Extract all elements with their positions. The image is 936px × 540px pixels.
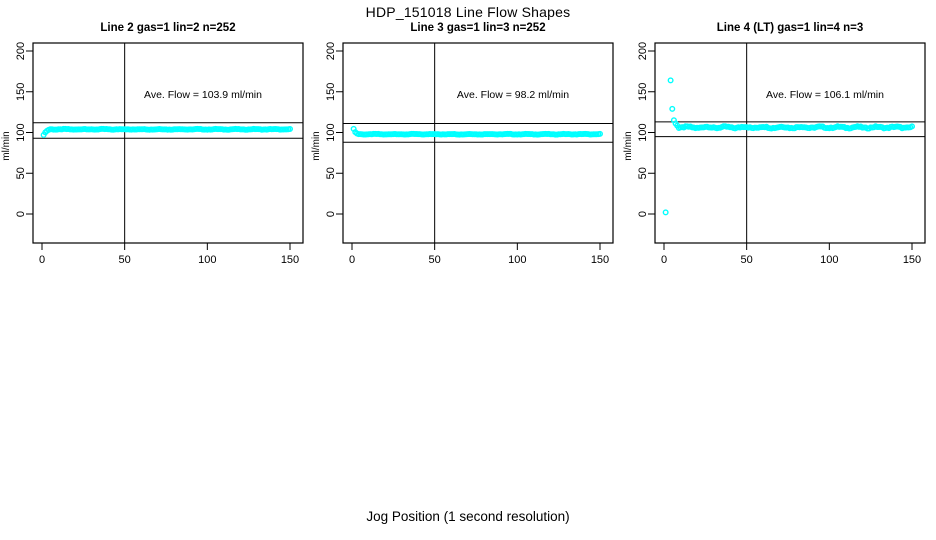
y-tick-label: 150 [15,83,27,101]
x-tick-label: 50 [429,254,441,266]
x-tick-label: 50 [741,254,753,266]
ave-flow-annotation: Ave. Flow = 106.1 ml/min [766,89,884,101]
y-tick-label: 0 [15,211,27,217]
y-tick-label: 200 [15,42,27,60]
y-tick-label: 100 [325,123,337,141]
y-axis-label: ml/min [311,131,322,160]
x-tick-label: 100 [198,254,216,266]
y-tick-label: 150 [325,83,337,101]
y-tick-label: 50 [637,167,649,179]
data-points [40,125,294,138]
panel-title: Line 2 gas=1 lin=2 n=252 [100,22,235,34]
x-axis-label: Jog Position (1 second resolution) [366,509,570,524]
y-tick-label: 0 [325,211,337,217]
ave-flow-annotation: Ave. Flow = 103.9 ml/min [144,89,262,101]
x-tick-label: 150 [281,254,299,266]
ave-flow-annotation: Ave. Flow = 98.2 ml/min [457,89,569,101]
panel-line2-plot: 0 50 100 150 0 50 100 150 200 Line 2 gas=1 lin=2… [1,22,304,266]
axes: 0 50 100 150 0 50 100 150 200 [637,42,926,266]
data-point [662,209,669,216]
x-tick-label: 150 [591,254,609,266]
data-point [287,125,294,132]
y-axis-label: ml/min [1,131,12,160]
plot-box [342,42,614,244]
y-tick-label: 50 [325,167,337,179]
y-tick-label: 200 [325,42,337,60]
data-points [350,125,604,138]
plot-box [654,42,926,244]
y-tick-label: 200 [637,42,649,60]
panel-line3-plot: 0 50 100 150 0 50 100 150 200 Line 3 gas=1 lin=3… [311,22,614,266]
data-points [662,77,916,216]
data-point [667,77,674,84]
y-axis-label: ml/min [623,131,634,160]
data-point [597,130,604,137]
y-tick-label: 100 [637,123,649,141]
y-tick-label: 150 [637,83,649,101]
axes: 0 50 100 150 0 50 100 150 200 [15,42,304,266]
y-tick-label: 0 [637,211,649,217]
y-tick-label: 50 [15,167,27,179]
x-tick-label: 150 [903,254,921,266]
chart-title: HDP_151018 Line Flow Shapes [365,4,571,20]
x-tick-label: 0 [39,254,45,266]
plot-box [32,42,304,244]
x-tick-label: 100 [508,254,526,266]
axes: 0 50 100 150 0 50 100 150 200 [325,42,614,266]
data-point [909,123,916,130]
panel-title: Line 3 gas=1 lin=3 n=252 [410,22,545,34]
x-tick-label: 50 [119,254,131,266]
y-tick-label: 100 [15,123,27,141]
panel-title: Line 4 (LT) gas=1 lin=4 n=3 [717,22,863,34]
panel-line4-plot: 0 50 100 150 0 50 100 150 200 Line 4 (LT) gas=1 … [623,22,926,266]
x-tick-label: 100 [820,254,838,266]
x-tick-label: 0 [349,254,355,266]
data-point [669,105,676,112]
x-tick-label: 0 [661,254,667,266]
